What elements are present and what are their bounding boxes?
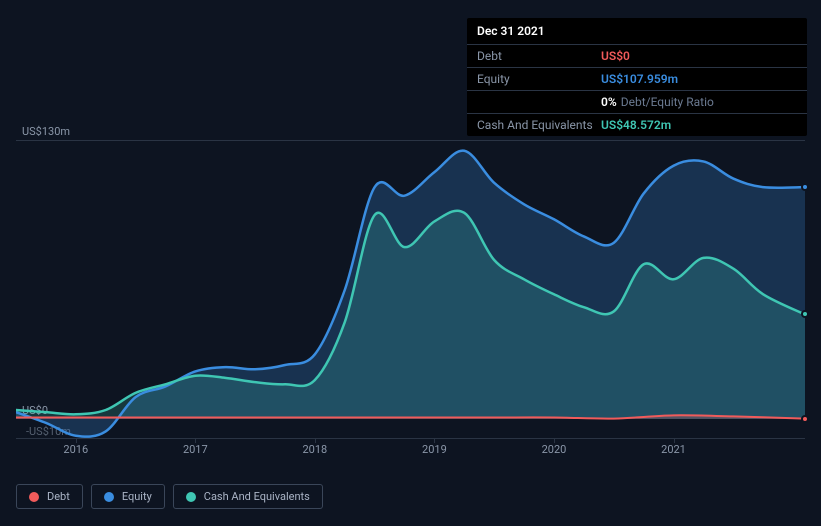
- legend-dot-icon: [186, 492, 196, 502]
- legend-item[interactable]: Cash And Equivalents: [173, 484, 323, 509]
- tooltip-row-label: Debt: [477, 49, 601, 63]
- tooltip-row: EquityUS$107.959m: [467, 67, 807, 90]
- hover-marker: [801, 415, 809, 423]
- x-tick-label: 2016: [63, 443, 88, 456]
- tooltip-row: Cash And EquivalentsUS$48.572m: [467, 113, 807, 136]
- hover-marker: [801, 183, 809, 191]
- legend-dot-icon: [104, 492, 114, 502]
- x-tick-label: 2020: [542, 443, 567, 456]
- chart-legend: Debt Equity Cash And Equivalents: [16, 484, 323, 509]
- tooltip-row-label: Cash And Equivalents: [477, 118, 601, 132]
- tooltip-row-value: US$48.572m: [601, 118, 671, 132]
- area-chart[interactable]: [16, 140, 805, 440]
- legend-label: Equity: [122, 490, 152, 503]
- x-tick-label: 2019: [422, 443, 447, 456]
- chart-tooltip: Dec 31 2021 DebtUS$0EquityUS$107.959m0%D…: [467, 18, 807, 136]
- x-tick-label: 2021: [661, 443, 686, 456]
- hover-marker: [801, 310, 809, 318]
- legend-label: Debt: [47, 490, 70, 503]
- legend-item[interactable]: Debt: [16, 484, 83, 509]
- tooltip-row-value: US$107.959m: [601, 72, 678, 86]
- legend-label: Cash And Equivalents: [204, 490, 310, 503]
- tooltip-row-value: US$0: [601, 49, 630, 63]
- tooltip-date: Dec 31 2021: [467, 18, 807, 44]
- y-axis-max-label: US$130m: [22, 125, 70, 138]
- x-tick-label: 2017: [183, 443, 208, 456]
- legend-dot-icon: [29, 492, 39, 502]
- tooltip-row: DebtUS$0: [467, 44, 807, 67]
- x-tick-label: 2018: [302, 443, 327, 456]
- tooltip-row-extra: Debt/Equity Ratio: [621, 95, 714, 109]
- legend-item[interactable]: Equity: [91, 484, 165, 509]
- tooltip-row-label: Equity: [477, 72, 601, 86]
- tooltip-row-value: 0%: [601, 95, 617, 109]
- tooltip-row: 0% Debt/Equity Ratio: [467, 90, 807, 113]
